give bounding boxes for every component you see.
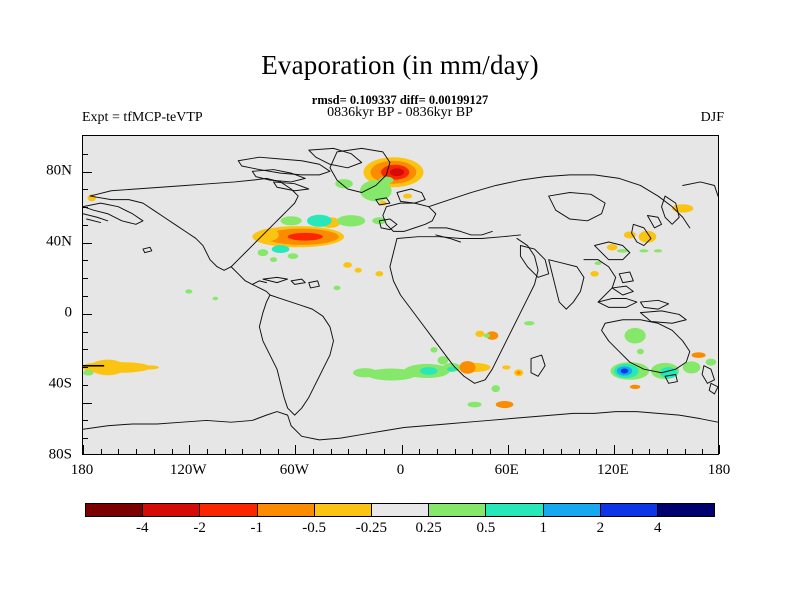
period-subtitle: 0836kyr BP - 0836kyr BP [327,105,473,120]
stats-subtitle: rmsd= 0.109337 diff= 0.00199127 [311,93,489,107]
x-tick [613,445,615,454]
y-tick [83,296,88,297]
colorbar-tick-label: -2 [193,520,206,536]
x-tick [153,449,155,454]
x-tick [189,445,191,454]
x-tick [383,449,385,454]
x-tick [472,449,474,454]
coastlines [83,147,718,441]
y-tick [83,349,88,351]
x-tick [719,445,720,454]
colorbar-tick-label: -0.5 [302,520,326,536]
colorbar [85,503,715,517]
world-map [83,147,718,441]
x-tick [83,445,84,454]
x-tick [260,449,261,454]
y-tick [83,402,92,404]
x-tick [631,449,633,454]
x-axis-label: 120W [169,462,207,478]
x-tick [277,449,279,454]
y-axis-label: 40N [46,233,72,250]
x-tick [507,445,509,454]
x-tick [543,449,545,454]
colorbar-segment [199,504,257,516]
x-tick [436,449,438,454]
colorbar-segment [599,504,657,516]
x-tick [490,449,491,454]
x-tick [454,449,456,454]
colorbar-tick-label: 0.5 [476,520,496,536]
x-tick [401,445,403,454]
x-axis-label: 180 [707,462,731,478]
colorbar-segment [542,504,600,516]
x-tick [100,449,102,454]
y-tick [83,171,92,173]
y-tick [83,384,88,386]
colorbar-tick-label: 2 [596,520,605,536]
colorbar-segment [485,504,543,516]
colorbar-tick-label: -1 [250,520,264,536]
x-tick [419,449,421,454]
x-tick [702,449,704,454]
colorbar-segment [370,504,429,516]
map-plot-area [82,135,720,455]
y-tick [83,278,88,280]
y-tick [83,207,88,209]
y-tick [83,153,88,155]
y-tick [83,420,88,422]
x-tick [366,449,368,454]
x-axis-label: 120E [596,462,629,478]
y-tick [83,189,88,191]
x-tick [578,449,580,454]
x-axis-label: 180 [70,462,94,478]
y-axis-label: 80S [48,446,72,463]
colorbar-segment [428,504,486,516]
x-axis-label: 60E [494,462,519,478]
season-label: DJF [700,110,724,125]
colorbar-tick-label: 1 [539,520,547,536]
y-axis-label: 0 [64,304,73,321]
x-tick [330,449,332,454]
page-title: Evaporation (in mm/day) [261,50,539,80]
colorbar-tick-label: -4 [136,520,149,536]
x-tick [313,449,314,454]
x-tick [348,449,350,454]
colorbar-segment [313,504,371,516]
x-tick [242,449,244,454]
y-tick [83,438,88,440]
x-tick [649,449,651,454]
x-axis-label: 60W [279,462,309,478]
x-tick [560,449,562,454]
x-tick [666,449,668,454]
y-axis-label: 40S [48,375,72,392]
y-tick [83,224,88,226]
x-tick [295,445,297,454]
x-tick [206,449,208,454]
x-tick [224,449,226,454]
colorbar-segment [142,504,200,516]
experiment-label: Expt = tfMCP-teVTP [82,110,203,125]
y-tick [83,331,88,333]
y-axis-label: 80N [46,162,72,179]
x-tick [171,449,173,454]
colorbar-segment [656,504,715,516]
x-tick [684,449,686,454]
colorbar-tick-label: -0.25 [355,520,388,536]
x-axis-label: 0 [396,462,405,478]
colorbar-tick-label: 4 [653,520,662,536]
x-tick [596,449,598,454]
x-tick [118,449,120,454]
y-tick [83,313,92,315]
y-tick [83,367,88,369]
x-tick [136,449,138,454]
colorbar-segment [86,504,143,516]
y-tick [83,260,88,262]
colorbar-tick-label: 0.25 [415,520,442,536]
y-tick [83,242,92,244]
colorbar-segment [256,504,314,516]
x-tick [525,449,527,454]
